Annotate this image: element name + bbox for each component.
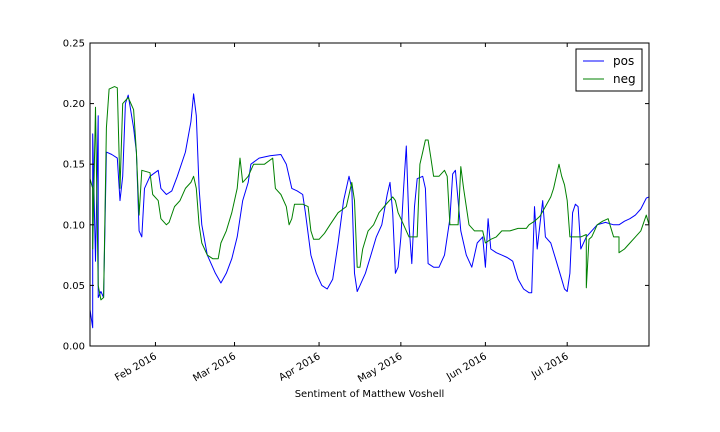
plot-area <box>90 43 649 346</box>
series-line-pos <box>89 93 650 329</box>
plot-frame <box>89 42 650 347</box>
x-tick-label: Jun 2016 <box>444 351 489 383</box>
x-axis-title: Sentiment of Matthew Voshell <box>295 389 445 400</box>
x-tick-label: Apr 2016 <box>277 351 322 383</box>
y-tick-label: 0.10 <box>63 220 85 231</box>
legend: pos neg <box>575 48 643 92</box>
y-tick-label: 0.25 <box>63 39 85 50</box>
legend-label-neg: neg <box>613 72 636 86</box>
legend-label-pos: pos <box>613 54 634 68</box>
y-tick-label: 0.05 <box>63 281 85 292</box>
series-layer <box>89 86 650 329</box>
y-tick-label: 0.00 <box>63 342 85 353</box>
x-tick-label: May 2016 <box>356 351 404 385</box>
x-tick-label: Mar 2016 <box>191 351 238 384</box>
series-line-neg <box>89 86 650 301</box>
y-tick-label: 0.20 <box>63 99 85 110</box>
legend-box <box>575 48 643 92</box>
y-axis: 0.00 0.05 0.10 0.15 0.20 0.25 <box>63 39 649 353</box>
x-tick-label: Feb 2016 <box>113 351 159 384</box>
y-tick-label: 0.15 <box>63 160 85 171</box>
x-tick-label: Jul 2016 <box>529 351 571 381</box>
